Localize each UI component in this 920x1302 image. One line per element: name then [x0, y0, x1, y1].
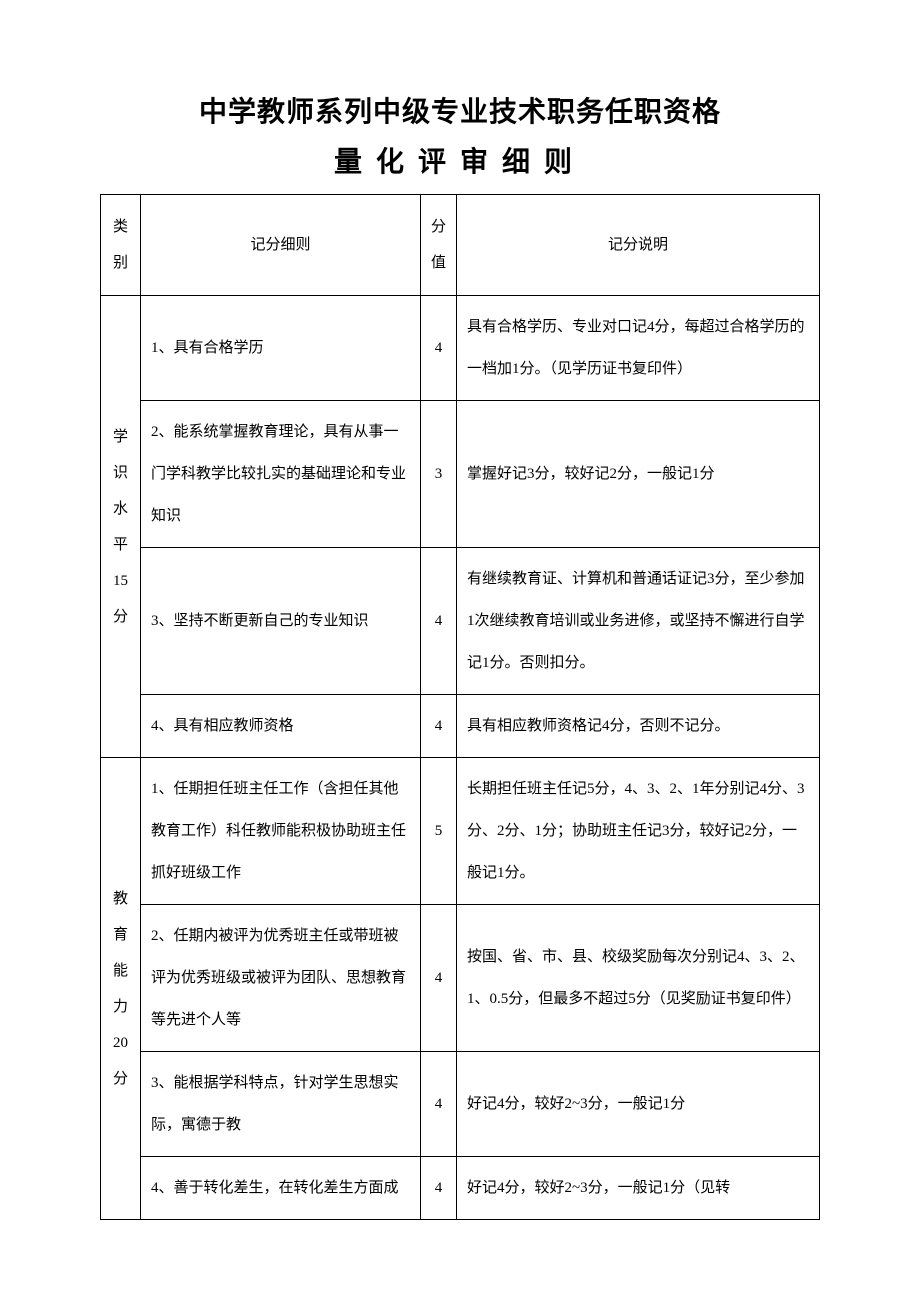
- header-desc: 记分说明: [457, 195, 820, 296]
- cat1-char: 识: [113, 455, 128, 491]
- cat1-char: 水: [113, 491, 128, 527]
- cat2-char: 20: [113, 1025, 128, 1061]
- cat2-char: 教: [113, 881, 128, 917]
- cat2-char: 分: [113, 1061, 128, 1097]
- header-category: 类 别: [101, 195, 141, 296]
- rule-cell: 4、具有相应教师资格: [141, 695, 421, 758]
- header-category-char2: 别: [113, 245, 128, 281]
- cat1-char: 学: [113, 419, 128, 455]
- cat1-char: 15: [113, 563, 128, 599]
- desc-cell: 长期担任班主任记5分，4、3、2、1年分别记4分、3分、2分、1分；协助班主任记…: [457, 758, 820, 905]
- rule-cell: 3、能根据学科特点，针对学生思想实际，寓德于教: [141, 1052, 421, 1157]
- table-row: 教 育 能 力 20 分 1、任期担任班主任工作（含担任其他教育工作）科任教师能…: [101, 758, 820, 905]
- table-row: 学 识 水 平 15 分 1、具有合格学历 4 具有合格学历、专业对口记4分，每…: [101, 296, 820, 401]
- header-score-char2: 值: [431, 245, 446, 281]
- desc-cell: 具有相应教师资格记4分，否则不记分。: [457, 695, 820, 758]
- desc-cell: 具有合格学历、专业对口记4分，每超过合格学历的一档加1分。（见学历证书复印件）: [457, 296, 820, 401]
- score-cell: 4: [421, 1157, 457, 1220]
- category-cell-1: 学 识 水 平 15 分: [101, 296, 141, 758]
- criteria-table: 类 别 记分细则 分 值 记分说明 学 识 水 平 15 分 1、具有合格学历 …: [100, 194, 820, 1220]
- desc-cell: 好记4分，较好2~3分，一般记1分: [457, 1052, 820, 1157]
- score-cell: 4: [421, 1052, 457, 1157]
- category-label-1: 学 识 水 平 15 分: [105, 419, 136, 635]
- category-cell-2: 教 育 能 力 20 分: [101, 758, 141, 1220]
- rule-cell: 1、具有合格学历: [141, 296, 421, 401]
- cat2-char: 育: [113, 917, 128, 953]
- cat1-char: 平: [113, 527, 128, 563]
- desc-cell: 按国、省、市、县、校级奖励每次分别记4、3、2、1、0.5分，但最多不超过5分（…: [457, 905, 820, 1052]
- table-row: 4、善于转化差生，在转化差生方面成 4 好记4分，较好2~3分，一般记1分（见转: [101, 1157, 820, 1220]
- cat2-char: 能: [113, 953, 128, 989]
- rule-cell: 1、任期担任班主任工作（含担任其他教育工作）科任教师能积极协助班主任抓好班级工作: [141, 758, 421, 905]
- header-rule: 记分细则: [141, 195, 421, 296]
- score-cell: 4: [421, 548, 457, 695]
- desc-cell: 好记4分，较好2~3分，一般记1分（见转: [457, 1157, 820, 1220]
- score-cell: 5: [421, 758, 457, 905]
- table-row: 2、能系统掌握教育理论，具有从事一门学科教学比较扎实的基础理论和专业知识 3 掌…: [101, 401, 820, 548]
- score-cell: 4: [421, 905, 457, 1052]
- table-header-row: 类 别 记分细则 分 值 记分说明: [101, 195, 820, 296]
- table-row: 4、具有相应教师资格 4 具有相应教师资格记4分，否则不记分。: [101, 695, 820, 758]
- score-cell: 3: [421, 401, 457, 548]
- header-score-char1: 分: [431, 209, 446, 245]
- category-label-2: 教 育 能 力 20 分: [105, 881, 136, 1097]
- table-row: 3、能根据学科特点，针对学生思想实际，寓德于教 4 好记4分，较好2~3分，一般…: [101, 1052, 820, 1157]
- score-cell: 4: [421, 296, 457, 401]
- document-title-line1: 中学教师系列中级专业技术职务任职资格: [100, 90, 820, 130]
- table-row: 2、任期内被评为优秀班主任或带班被评为优秀班级或被评为团队、思想教育等先进个人等…: [101, 905, 820, 1052]
- cat1-char: 分: [113, 599, 128, 635]
- score-cell: 4: [421, 695, 457, 758]
- table-row: 3、坚持不断更新自己的专业知识 4 有继续教育证、计算机和普通话证记3分，至少参…: [101, 548, 820, 695]
- header-category-char1: 类: [113, 209, 128, 245]
- rule-cell: 2、能系统掌握教育理论，具有从事一门学科教学比较扎实的基础理论和专业知识: [141, 401, 421, 548]
- desc-cell: 掌握好记3分，较好记2分，一般记1分: [457, 401, 820, 548]
- rule-cell: 2、任期内被评为优秀班主任或带班被评为优秀班级或被评为团队、思想教育等先进个人等: [141, 905, 421, 1052]
- document-title-line2: 量化评审细则: [100, 140, 820, 180]
- rule-cell: 4、善于转化差生，在转化差生方面成: [141, 1157, 421, 1220]
- desc-cell: 有继续教育证、计算机和普通话证记3分，至少参加1次继续教育培训或业务进修，或坚持…: [457, 548, 820, 695]
- cat2-char: 力: [113, 989, 128, 1025]
- header-score: 分 值: [421, 195, 457, 296]
- rule-cell: 3、坚持不断更新自己的专业知识: [141, 548, 421, 695]
